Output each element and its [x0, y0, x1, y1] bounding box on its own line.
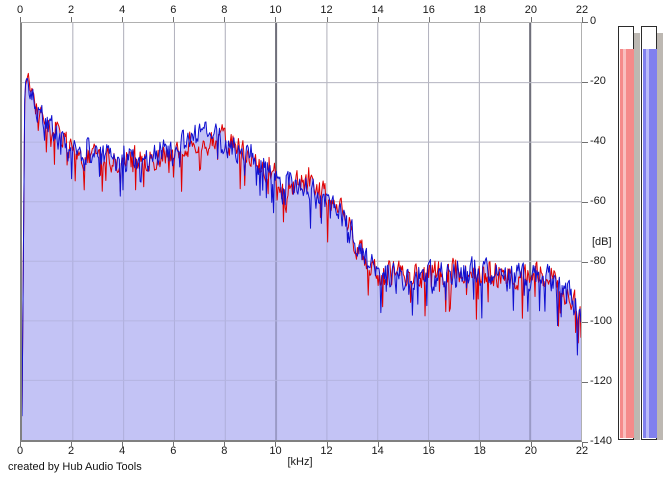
x-tick-mark: [224, 442, 226, 447]
y-tick-label: 0: [590, 15, 597, 27]
grid-lines-over-fill: [22, 23, 581, 440]
x-tick-label-bottom: 16: [422, 445, 435, 457]
x-tick-mark: [530, 442, 532, 447]
x-tick-label-top: 22: [575, 4, 589, 16]
x-tick-label-bottom: 8: [221, 445, 228, 457]
y-tick-mark: [582, 262, 588, 263]
x-tick-label-top: 0: [16, 4, 24, 16]
x-tick-mark: [582, 442, 583, 447]
y-tick-mark: [582, 322, 588, 323]
right-channel-meter[interactable]: [641, 26, 663, 440]
x-tick-label-top: 14: [371, 4, 384, 16]
y-tick-mark: [582, 142, 588, 143]
left-meter-track: [618, 26, 634, 440]
x-tick-label-top: 18: [473, 4, 486, 16]
left-channel-meter[interactable]: [618, 26, 640, 440]
right-meter-gloss: [646, 48, 649, 438]
y-tick-mark: [582, 202, 588, 203]
credit-text: created by Hub Audio Tools: [8, 461, 142, 473]
x-axis-title: [kHz]: [287, 456, 313, 468]
x-tick-label-bottom: 2: [68, 445, 75, 457]
x-tick-label-top: 4: [119, 4, 126, 16]
y-axis-title: [dB]: [592, 236, 612, 248]
x-tick-mark: [428, 442, 430, 447]
y-tick-label: -20: [590, 75, 606, 87]
y-tick-label: -60: [590, 195, 606, 207]
y-tick-mark: [582, 382, 588, 383]
x-tick-label-bottom: 20: [524, 445, 538, 457]
x-tick-label-top: 8: [221, 4, 228, 16]
x-tick-label-bottom: 12: [320, 445, 333, 457]
x-tick-label-bottom: 18: [473, 445, 486, 457]
y-tick-label: -80: [590, 255, 606, 267]
x-tick-label-top: 6: [170, 4, 177, 16]
right-meter-fill: [643, 48, 657, 438]
spectrum-chart-panel: 0 0 2 2 4 4 6 6 8 8 10 10 12 12 14 14 16 16 18 18 20 20 22 22 0-…: [8, 4, 612, 474]
spectrum-trace-right: [22, 77, 581, 417]
x-tick-label-top: 16: [422, 4, 435, 16]
spectrum-plot-area[interactable]: [20, 22, 582, 442]
x-tick-mark: [122, 442, 124, 447]
x-tick-mark: [173, 442, 175, 447]
y-tick-mark: [582, 82, 588, 83]
left-meter-fill: [620, 48, 634, 438]
x-tick-label-top: 10: [269, 4, 282, 16]
x-tick-label-bottom: 14: [371, 445, 384, 457]
spectrum-plot-svg: [22, 23, 581, 440]
y-tick-label: -140: [590, 435, 613, 447]
x-tick-label-bottom: 0: [16, 445, 24, 457]
x-tick-label-top: 2: [68, 4, 75, 16]
x-tick-mark: [71, 442, 73, 447]
y-tick-mark: [582, 22, 588, 23]
y-tick-label: -100: [590, 315, 613, 327]
right-meter-track: [641, 26, 657, 440]
y-tick-label: -40: [590, 135, 606, 147]
x-tick-mark: [20, 442, 21, 447]
level-meter-panel: [612, 26, 664, 450]
spectrum-fill: [22, 73, 581, 440]
x-tick-mark: [326, 442, 328, 447]
x-tick-label-bottom: 10: [269, 445, 282, 457]
x-tick-label-top: 20: [524, 4, 538, 16]
left-meter-gloss: [623, 48, 626, 438]
x-tick-label-bottom: 4: [119, 445, 126, 457]
x-tick-mark: [377, 442, 379, 447]
x-tick-mark: [275, 442, 277, 447]
y-tick-label: -120: [590, 375, 613, 387]
x-tick-label-bottom: 22: [575, 445, 589, 457]
x-tick-label-top: 12: [320, 4, 333, 16]
y-tick-mark: [582, 442, 588, 443]
x-tick-mark: [479, 442, 481, 447]
x-tick-mark: [582, 17, 583, 22]
x-tick-label-bottom: 6: [170, 445, 177, 457]
